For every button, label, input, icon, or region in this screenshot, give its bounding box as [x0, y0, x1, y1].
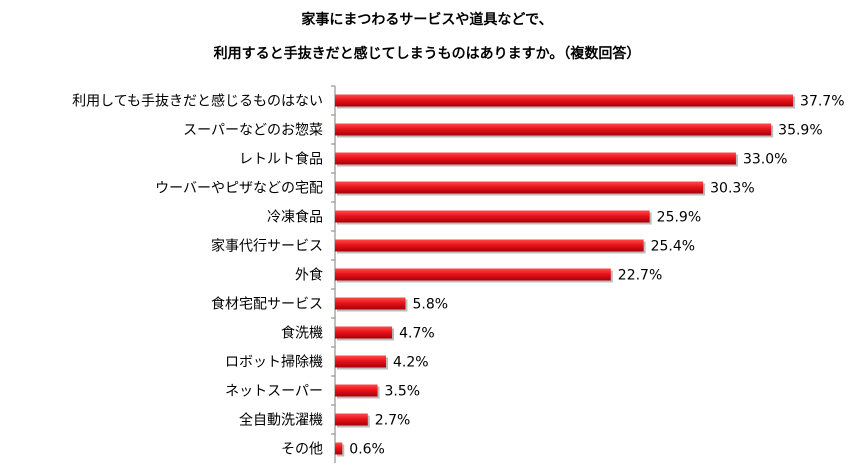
data-label: 35.9%	[778, 123, 822, 139]
data-label: 0.6%	[349, 442, 385, 458]
bar	[335, 413, 368, 426]
bar	[335, 181, 704, 194]
category-label: ロボット掃除機	[225, 354, 323, 371]
bar	[335, 123, 772, 136]
data-label: 25.9%	[657, 210, 701, 226]
bar	[335, 326, 393, 339]
data-label: 25.4%	[651, 239, 695, 255]
category-label: 食材宅配サービス	[211, 296, 323, 313]
category-label: スーパーなどのお惣菜	[183, 123, 323, 139]
bar	[335, 355, 387, 368]
chart-title-line-1: 家事にまつわるサービスや道具などで、	[301, 12, 553, 28]
bar	[335, 442, 343, 455]
chart-title-line-2: 利用すると手抜きだと感じてしまうものはありますか。（複数回答）	[213, 46, 641, 62]
data-label: 37.7%	[800, 94, 844, 110]
data-label: 33.0%	[743, 152, 787, 168]
bar	[335, 152, 736, 165]
bar	[335, 268, 611, 281]
category-label: 全自動洗濯機	[239, 412, 323, 429]
category-label: 食洗機	[281, 325, 323, 342]
data-label: 22.7%	[618, 268, 662, 284]
bar	[335, 239, 644, 252]
category-label: 冷凍食品	[267, 209, 323, 226]
data-label: 4.2%	[393, 355, 429, 371]
category-label: ネットスーパー	[225, 384, 323, 400]
bar	[335, 297, 406, 310]
bar	[335, 210, 650, 223]
category-label: 家事代行サービス	[211, 238, 323, 255]
bar	[335, 94, 794, 107]
data-label: 5.8%	[412, 297, 448, 313]
data-label: 4.7%	[399, 326, 435, 342]
category-label: 外食	[295, 267, 323, 284]
data-label: 3.5%	[385, 384, 421, 400]
data-label: 2.7%	[375, 413, 411, 429]
category-label: ウーバーやピザなどの宅配	[155, 181, 323, 197]
category-label: その他	[281, 442, 323, 458]
category-label: 利用しても手抜きだと感じるものはない	[72, 93, 323, 110]
category-label: レトルト食品	[239, 151, 323, 168]
bar	[335, 384, 378, 397]
data-label: 30.3%	[710, 181, 754, 197]
